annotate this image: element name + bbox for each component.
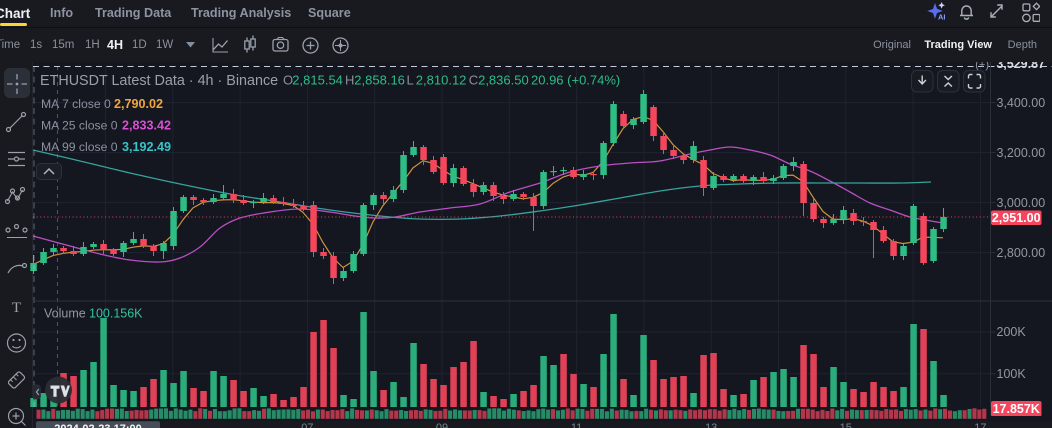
- svg-text:3,529.87: 3,529.87: [996, 62, 1045, 71]
- svg-text:3,192.49: 3,192.49: [122, 140, 171, 154]
- svg-text:3,400.00: 3,400.00: [997, 96, 1046, 110]
- svg-text:2,858.16: 2,858.16: [354, 73, 405, 88]
- svg-text:3,200.00: 3,200.00: [997, 146, 1046, 160]
- svg-text:MA 99 close 0: MA 99 close 0: [41, 140, 118, 154]
- svg-text:T: T: [12, 300, 21, 316]
- svg-text:200K: 200K: [997, 325, 1027, 339]
- svg-text:20.96 (+0.74%): 20.96 (+0.74%): [531, 73, 620, 88]
- svg-text:MA 7 close 0: MA 7 close 0: [41, 97, 111, 111]
- svg-text:100K: 100K: [997, 367, 1027, 381]
- svg-text:2,836.50: 2,836.50: [478, 73, 529, 88]
- svg-text:L: L: [407, 73, 414, 88]
- svg-text:15: 15: [840, 422, 852, 428]
- svg-text:C: C: [469, 73, 478, 88]
- svg-text:O: O: [283, 73, 293, 88]
- svg-text:2,833.42: 2,833.42: [122, 119, 171, 133]
- svg-text:11: 11: [571, 422, 582, 428]
- svg-text:2024-02-23 17:00: 2024-02-23 17:00: [54, 423, 141, 428]
- svg-text:MA 25 close 0: MA 25 close 0: [41, 119, 118, 133]
- svg-text:2,951.00: 2,951.00: [992, 211, 1041, 225]
- svg-text:3,000.00: 3,000.00: [997, 196, 1046, 210]
- svg-text:100.156K: 100.156K: [89, 307, 143, 321]
- svg-text:2,800.00: 2,800.00: [997, 246, 1046, 260]
- svg-text:ETHUSDT Latest Data · 4h · Bin: ETHUSDT Latest Data · 4h · Binance: [40, 73, 278, 89]
- svg-text:17: 17: [974, 422, 986, 428]
- svg-text:17.857K: 17.857K: [993, 402, 1040, 416]
- svg-text:2,815.54: 2,815.54: [292, 73, 343, 88]
- svg-text:H: H: [345, 73, 354, 88]
- svg-text:AI: AI: [938, 13, 946, 22]
- svg-text:09: 09: [436, 422, 448, 428]
- svg-text:(+): (+): [975, 62, 989, 71]
- svg-text:07: 07: [301, 422, 313, 428]
- svg-text:2,810.12: 2,810.12: [416, 73, 467, 88]
- svg-text:Volume: Volume: [44, 307, 86, 321]
- svg-text:13: 13: [705, 422, 717, 428]
- svg-text:2,790.02: 2,790.02: [114, 97, 163, 111]
